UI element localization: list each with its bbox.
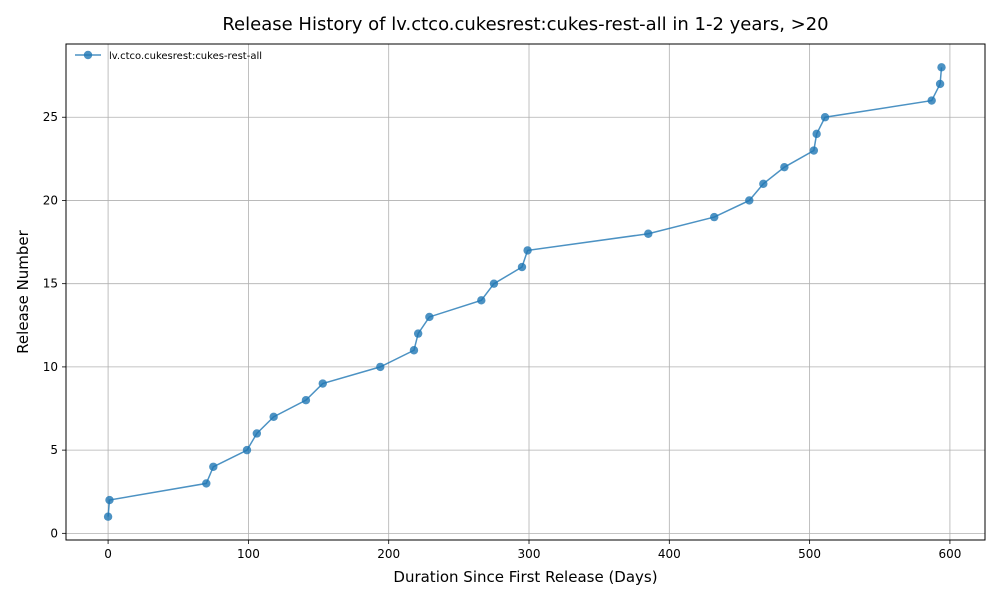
data-point	[812, 129, 821, 139]
y-tick-label: 0	[50, 526, 58, 540]
y-axis-ticks: 0 5 10 15 20 25	[43, 110, 66, 540]
data-point	[318, 379, 327, 388]
x-tick-label: 600	[938, 547, 961, 561]
data-point	[517, 262, 527, 272]
x-axis-title: Duration Since First Release (Days)	[393, 568, 657, 586]
data-point	[523, 246, 532, 255]
data-point	[935, 79, 945, 89]
data-point	[425, 312, 434, 322]
plot-frame	[65, 43, 986, 541]
data-point	[105, 495, 114, 505]
data-point	[780, 162, 789, 172]
y-tick-label: 20	[43, 193, 58, 207]
data-point	[301, 395, 311, 405]
data-point	[269, 412, 278, 422]
data-point	[489, 279, 499, 288]
data-point	[413, 329, 423, 338]
data-point	[820, 113, 830, 122]
data-point	[710, 212, 719, 222]
data-point	[252, 429, 262, 438]
x-tick-label: 100	[237, 547, 260, 561]
data-point	[745, 196, 754, 205]
data-point	[644, 229, 653, 238]
series-layer	[103, 63, 946, 521]
y-tick-label: 5	[50, 443, 58, 457]
data-point	[927, 96, 936, 105]
y-axis-title: Release Number	[14, 229, 32, 353]
legend: lv.ctco.cukesrest:cukes-rest-all	[75, 50, 262, 62]
data-point	[103, 512, 113, 521]
x-tick-label: 300	[518, 547, 541, 561]
data-point	[477, 296, 486, 305]
x-tick-label: 0	[104, 547, 112, 561]
grid	[66, 44, 985, 540]
chart-title: Release History of lv.ctco.cukesrest:cuk…	[222, 14, 828, 35]
series-line	[107, 67, 943, 517]
data-point	[809, 146, 819, 155]
y-tick-label: 15	[43, 277, 58, 291]
x-tick-label: 200	[377, 547, 400, 561]
data-point	[409, 346, 419, 355]
y-tick-label: 10	[43, 360, 58, 374]
data-point	[937, 63, 946, 72]
legend-label: lv.ctco.cukesrest:cukes-rest-all	[109, 51, 262, 62]
data-point	[202, 479, 211, 488]
x-axis-ticks: 0 100 200 300 400 500 600	[104, 540, 961, 561]
legend-point-marker	[83, 50, 93, 60]
y-tick-label: 25	[43, 110, 58, 124]
data-point	[242, 445, 252, 455]
data-point	[759, 179, 768, 189]
x-tick-label: 500	[798, 547, 821, 561]
x-tick-label: 400	[658, 547, 681, 561]
data-point	[209, 462, 218, 471]
data-point	[376, 362, 385, 372]
